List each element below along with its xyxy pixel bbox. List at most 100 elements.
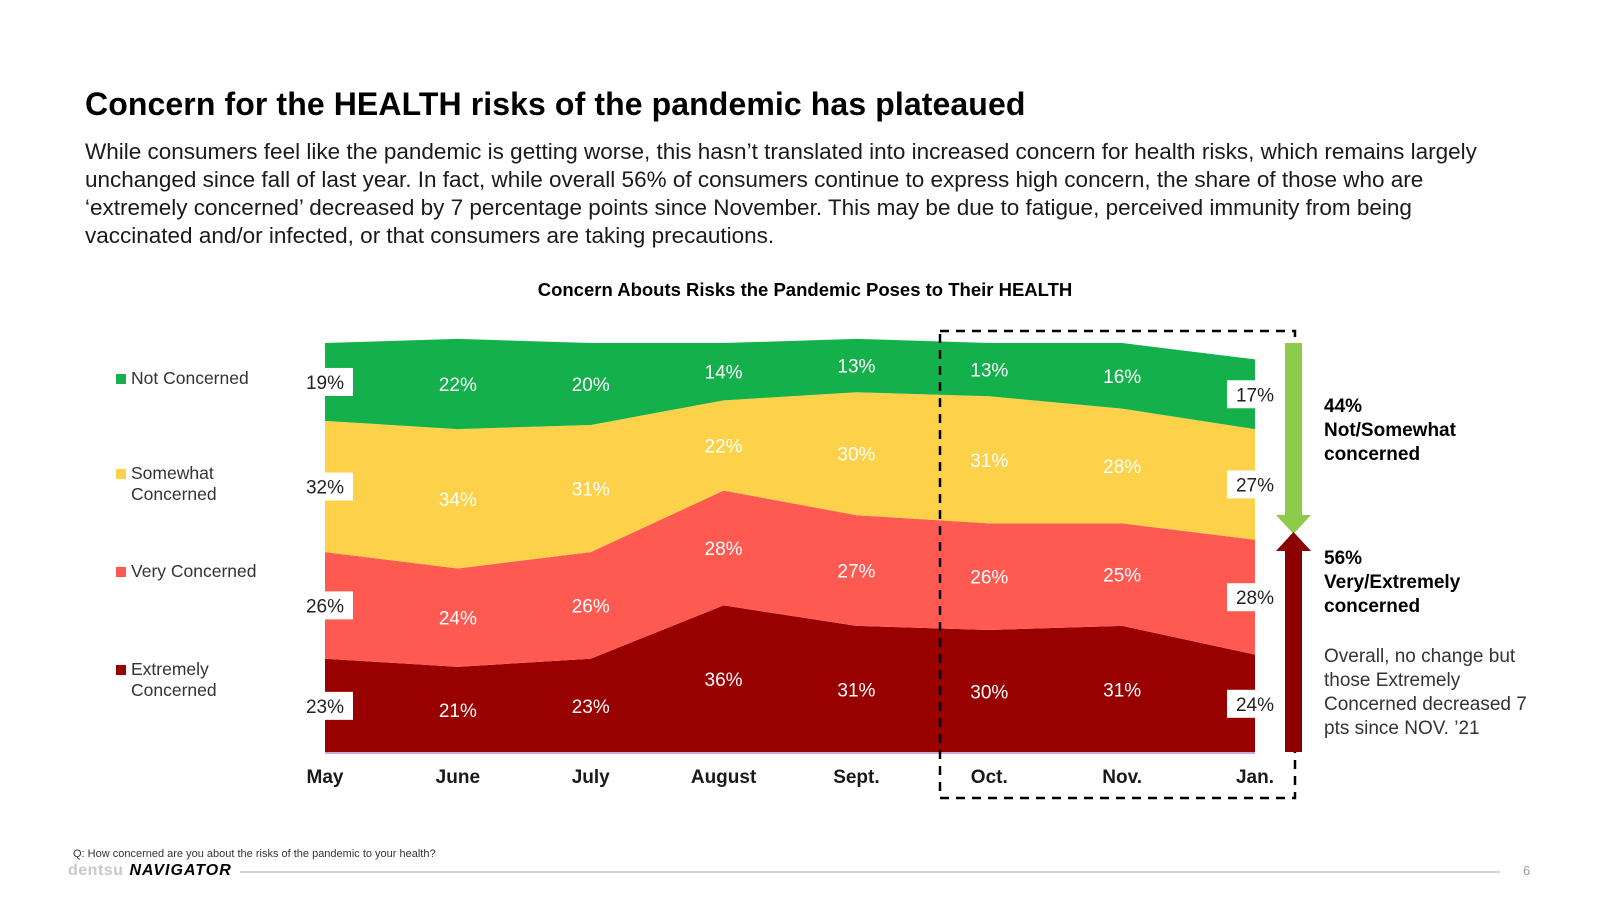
legend-label: Not Concerned — [131, 368, 249, 388]
callout-bottom-pct: 56% — [1324, 548, 1363, 569]
data-label-text: 26% — [306, 596, 344, 617]
data-label-text: 28% — [705, 539, 743, 560]
data-label-text: 31% — [837, 680, 875, 701]
data-label-text: 26% — [572, 596, 610, 617]
data-label-text: 24% — [1236, 695, 1274, 716]
data-label-extremely-concerned-nov: 31% — [1103, 680, 1141, 701]
highlight-box — [938, 329, 1297, 800]
data-label-box — [297, 367, 353, 396]
brand-dentsu: dentsu — [68, 862, 124, 879]
data-label-text: 32% — [306, 478, 344, 499]
data-label-text: 13% — [970, 361, 1008, 382]
data-label-text: 22% — [705, 437, 743, 458]
data-label-text: 28% — [1236, 588, 1274, 609]
data-label-text: 17% — [1236, 385, 1274, 406]
legend-item-not-concerned: Not Concerned — [116, 368, 249, 388]
red-arrow-head — [1276, 532, 1311, 551]
callout-top-line2: Not/Somewhat — [1324, 420, 1456, 441]
data-label-very-concerned-jan: 28% — [1227, 583, 1283, 612]
data-label-somewhat-concerned-nov: 28% — [1103, 457, 1141, 478]
data-label-text: 31% — [1103, 680, 1141, 701]
data-label-text: 24% — [439, 609, 477, 630]
data-label-text: 26% — [970, 568, 1008, 589]
data-label-text: 28% — [1103, 457, 1141, 478]
legend-label-line2: Concerned — [131, 484, 217, 504]
x-tick-august: August — [691, 767, 757, 788]
data-label-extremely-concerned-sept: 31% — [837, 680, 875, 701]
legend-label-line1: Extremely — [131, 659, 209, 679]
legend-swatch — [116, 665, 126, 675]
data-label-not-concerned-sept: 13% — [837, 357, 875, 378]
legend-label-line2: Concerned — [131, 680, 217, 700]
x-tick-jan: Jan. — [1236, 767, 1274, 788]
x-tick-oct: Oct. — [971, 767, 1008, 788]
green-arrow-shaft — [1285, 343, 1302, 515]
green-arrow-head — [1276, 515, 1311, 534]
red-arrow-shaft — [1285, 551, 1302, 752]
data-label-somewhat-concerned-jan: 27% — [1227, 470, 1283, 499]
data-label-somewhat-concerned-august: 22% — [705, 437, 743, 458]
data-labels: 23% 21% 23% 36% 31% 30% 31% 24% 26% 24% 26% 28% 27% 2… — [297, 357, 1283, 722]
data-label-extremely-concerned-august: 36% — [705, 670, 743, 691]
data-label-box — [1227, 470, 1283, 499]
callout-not-somewhat: 44% Not/Somewhat concerned — [1324, 395, 1456, 467]
data-label-text: 25% — [1103, 566, 1141, 587]
x-tick-may: May — [307, 767, 344, 788]
data-label-very-concerned-august: 28% — [705, 539, 743, 560]
x-axis: May June July August Sept. Oct. Nov. Jan. — [307, 767, 1275, 788]
data-label-somewhat-concerned-sept: 30% — [837, 445, 875, 466]
data-label-text: 31% — [970, 451, 1008, 472]
area-very-concerned — [325, 490, 1255, 667]
data-label-box — [297, 691, 353, 720]
page-number: 6 — [1523, 863, 1531, 878]
x-tick-sept: Sept. — [833, 767, 879, 788]
data-label-text: 27% — [837, 562, 875, 583]
data-label-very-concerned-may: 26% — [297, 591, 353, 620]
data-label-not-concerned-jan: 17% — [1227, 380, 1283, 409]
data-label-very-concerned-june: 24% — [439, 609, 477, 630]
data-label-text: 19% — [306, 373, 344, 394]
legend-item-very-concerned: Very Concerned — [116, 561, 257, 581]
data-label-box — [297, 591, 353, 620]
legend-swatch — [116, 374, 126, 384]
data-label-very-concerned-oct: 26% — [970, 568, 1008, 589]
legend-swatch — [116, 469, 126, 479]
legend-swatch — [116, 567, 126, 577]
data-label-somewhat-concerned-may: 32% — [297, 472, 353, 501]
data-label-text: 31% — [572, 480, 610, 501]
callout-top-line3: concerned — [1324, 444, 1421, 465]
data-label-not-concerned-june: 22% — [439, 375, 477, 396]
data-label-extremely-concerned-may: 23% — [297, 691, 353, 720]
area-extremely-concerned — [325, 605, 1255, 753]
data-label-extremely-concerned-june: 21% — [439, 701, 477, 722]
area-somewhat-concerned — [325, 392, 1255, 569]
legend-label-line1: Somewhat — [131, 463, 214, 483]
data-label-text: 23% — [572, 697, 610, 718]
area-not-concerned — [325, 338, 1255, 430]
callout-arrows — [1276, 343, 1311, 752]
slide-title: Concern for the HEALTH risks of the pand… — [85, 86, 1026, 122]
data-label-box — [1227, 583, 1283, 612]
data-label-extremely-concerned-jan: 24% — [1227, 689, 1283, 718]
footer-divider — [240, 871, 1500, 873]
data-label-text: 30% — [970, 683, 1008, 704]
callout-bottom-line3: concerned — [1324, 596, 1421, 617]
survey-question: Q: How concerned are you about the risks… — [73, 848, 436, 860]
data-label-box — [1227, 380, 1283, 409]
callout-top-pct: 44% — [1324, 396, 1363, 417]
data-label-extremely-concerned-oct: 30% — [970, 683, 1008, 704]
legend-label: Very Concerned — [131, 561, 257, 581]
data-label-not-concerned-july: 20% — [572, 375, 610, 396]
data-label-box — [1227, 689, 1283, 718]
data-label-text: 36% — [705, 670, 743, 691]
data-label-text: 27% — [1236, 475, 1274, 496]
data-label-text: 20% — [572, 375, 610, 396]
callout-very-extremely: 56% Very/Extremely concerned — [1324, 547, 1460, 619]
data-label-not-concerned-august: 14% — [705, 363, 743, 384]
x-tick-nov: Nov. — [1102, 767, 1142, 788]
data-label-text: 23% — [306, 697, 344, 718]
